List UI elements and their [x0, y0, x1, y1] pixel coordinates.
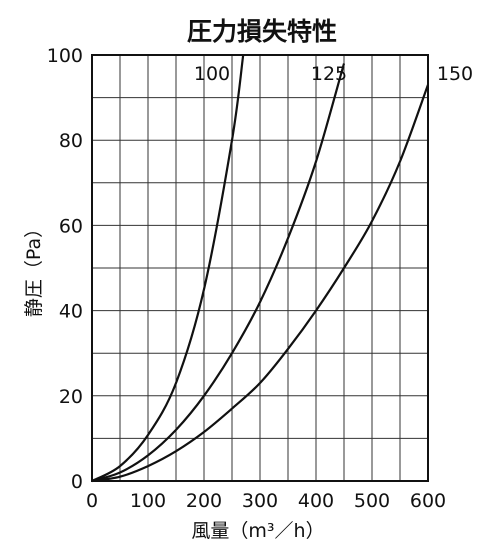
x-tick-label: 500	[354, 490, 390, 512]
y-tick-label: 0	[71, 471, 83, 493]
x-tick-label: 600	[410, 490, 446, 512]
series-line-125	[91, 63, 346, 483]
y-tick-label: 60	[59, 215, 83, 237]
y-tick-label: 40	[59, 301, 83, 323]
series-line-150	[91, 84, 430, 483]
chart-title: 圧力損失特性	[187, 17, 337, 46]
x-tick-label: 200	[186, 490, 222, 512]
series-label-150: 150	[437, 63, 473, 85]
series-labels: 100 125 150	[194, 63, 473, 85]
y-tick-label: 80	[59, 130, 83, 152]
series-lines	[91, 54, 430, 483]
x-tick-label: 300	[242, 490, 278, 512]
plot-frame	[91, 54, 429, 482]
y-axis-title: 静圧（Pa）	[23, 219, 45, 317]
y-tick-label: 20	[59, 386, 83, 408]
grid	[92, 55, 428, 481]
y-tick-label: 100	[47, 45, 83, 67]
x-tick-label: 100	[130, 490, 166, 512]
x-tick-label: 400	[298, 490, 334, 512]
series-label-100: 100	[194, 63, 230, 85]
x-axis-title: 風量（m³／h）	[191, 520, 324, 542]
x-tick-label: 0	[86, 490, 98, 512]
series-line-100	[91, 54, 245, 482]
tick-labels: 0 100 200 300 400 500 600 0 20 40 60 80 100	[47, 45, 446, 512]
series-label-125: 125	[311, 63, 347, 85]
